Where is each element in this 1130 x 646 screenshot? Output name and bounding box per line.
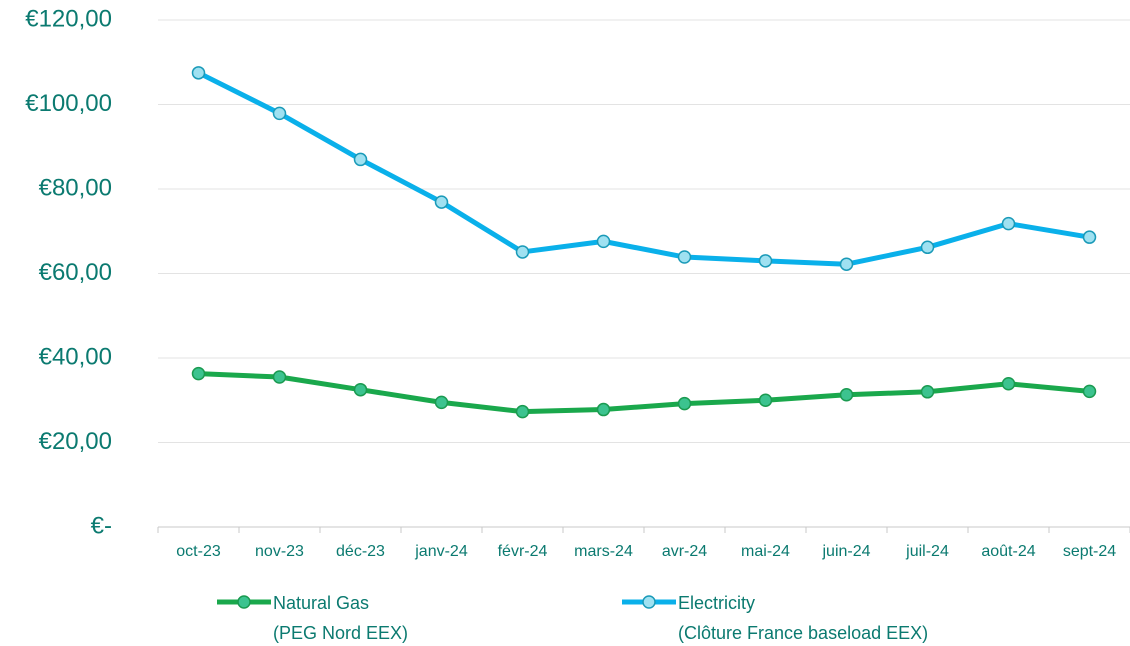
x-tick-label: janv-24 (414, 543, 468, 560)
x-tick-label: août-24 (981, 543, 1035, 560)
series-line (198, 371, 1090, 415)
data-point (1082, 384, 1097, 399)
data-point (596, 402, 611, 417)
data-point (677, 250, 692, 264)
data-point (1001, 216, 1016, 231)
y-tick-label: €20,00 (39, 428, 112, 455)
legend-item: Natural Gas (PEG Nord EEX) (215, 590, 408, 646)
y-tick-label: €80,00 (39, 174, 112, 201)
x-tick-label: juil-24 (905, 543, 949, 560)
data-point (1082, 230, 1097, 244)
x-tick-label: nov-23 (255, 543, 304, 560)
data-point (515, 245, 530, 259)
data-point (272, 370, 287, 384)
y-tick-label: €- (91, 512, 112, 539)
legend-swatch (622, 595, 676, 609)
data-point (353, 152, 368, 167)
x-tick-label: sept-24 (1063, 543, 1116, 560)
data-point (272, 106, 287, 121)
data-point (920, 240, 935, 255)
x-tick-label: mai-24 (741, 543, 790, 560)
data-point (191, 66, 206, 80)
y-tick-label: €120,00 (25, 5, 112, 32)
data-point (920, 385, 935, 399)
legend-item: Electricity (Clôture France baseload EEX… (620, 590, 928, 646)
data-point (191, 366, 206, 381)
x-tick-label: juin-24 (821, 543, 870, 560)
data-point (596, 234, 611, 249)
legend-label: Natural Gas (PEG Nord EEX) (273, 593, 409, 643)
data-point (758, 254, 773, 268)
y-tick-label: €60,00 (39, 259, 112, 286)
data-point (758, 393, 773, 407)
data-point (839, 257, 854, 271)
x-tick-label: mars-24 (574, 543, 633, 560)
data-point (515, 404, 530, 419)
data-point (434, 395, 449, 410)
data-point (434, 195, 449, 209)
x-tick-label: avr-24 (662, 543, 707, 560)
y-tick-label: €100,00 (25, 90, 112, 117)
legend-swatch (217, 595, 271, 609)
x-tick-label: oct-23 (176, 543, 221, 560)
data-point (677, 396, 692, 411)
x-tick-label: févr-24 (498, 543, 548, 560)
data-point (1001, 377, 1016, 391)
x-tick-label: déc-23 (336, 543, 385, 560)
y-tick-label: €40,00 (39, 343, 112, 370)
legend-label: Electricity (Clôture France baseload EEX… (678, 593, 929, 643)
series-line (197, 70, 1090, 267)
data-point (353, 382, 368, 397)
data-point (839, 388, 854, 402)
